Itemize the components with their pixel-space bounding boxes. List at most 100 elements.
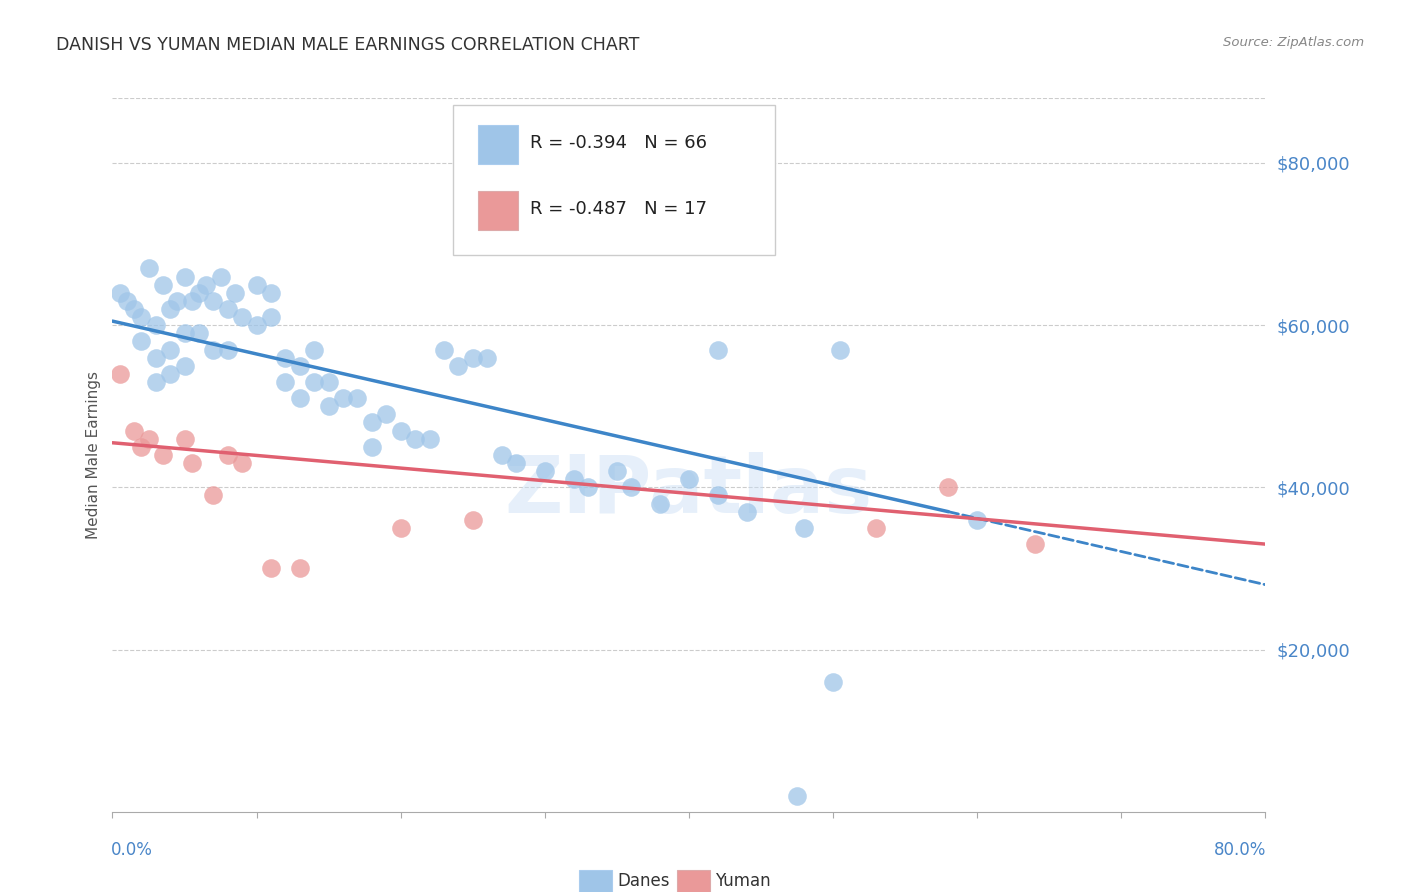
Point bbox=[173, 359, 195, 373]
Point bbox=[389, 424, 412, 438]
Point bbox=[375, 408, 398, 422]
Point bbox=[830, 343, 852, 357]
FancyBboxPatch shape bbox=[453, 105, 776, 255]
Point bbox=[231, 456, 253, 470]
Point bbox=[304, 343, 326, 357]
Point bbox=[217, 343, 239, 357]
Point bbox=[793, 521, 815, 535]
Point bbox=[173, 269, 195, 284]
Point bbox=[115, 293, 138, 308]
Point bbox=[966, 513, 988, 527]
Point bbox=[245, 277, 267, 292]
Point bbox=[288, 391, 311, 405]
Point bbox=[180, 293, 202, 308]
Point bbox=[138, 261, 160, 276]
Point bbox=[678, 472, 700, 486]
Point bbox=[318, 375, 340, 389]
Text: 80.0%: 80.0% bbox=[1215, 840, 1267, 858]
Point bbox=[419, 432, 441, 446]
Point bbox=[786, 789, 808, 803]
Point bbox=[706, 343, 728, 357]
Point bbox=[159, 301, 181, 316]
Text: R = -0.487   N = 17: R = -0.487 N = 17 bbox=[530, 201, 707, 219]
Point bbox=[145, 375, 167, 389]
Point bbox=[346, 391, 368, 405]
Point bbox=[231, 310, 253, 324]
Point bbox=[475, 351, 498, 365]
Point bbox=[138, 432, 160, 446]
Point bbox=[195, 277, 218, 292]
Point bbox=[129, 440, 153, 454]
Point bbox=[865, 521, 887, 535]
Point bbox=[541, 237, 564, 252]
Point bbox=[706, 488, 728, 502]
Point bbox=[245, 318, 267, 333]
Bar bbox=[478, 191, 519, 230]
Point bbox=[129, 310, 153, 324]
Point bbox=[505, 456, 527, 470]
Point bbox=[274, 351, 297, 365]
Point bbox=[332, 391, 354, 405]
Point bbox=[360, 416, 382, 430]
Point bbox=[209, 269, 232, 284]
Point bbox=[620, 480, 643, 494]
Bar bbox=[678, 870, 710, 892]
Point bbox=[447, 359, 470, 373]
Point bbox=[318, 399, 340, 413]
Point bbox=[217, 448, 239, 462]
Point bbox=[260, 561, 283, 575]
Point bbox=[173, 432, 195, 446]
Text: 0.0%: 0.0% bbox=[111, 840, 153, 858]
Point bbox=[180, 456, 202, 470]
Point bbox=[173, 326, 195, 341]
Point bbox=[461, 513, 484, 527]
Point bbox=[274, 375, 297, 389]
Point bbox=[576, 480, 599, 494]
Point bbox=[648, 497, 672, 511]
Point bbox=[159, 343, 181, 357]
Point bbox=[129, 334, 153, 349]
Point bbox=[224, 285, 246, 300]
Point bbox=[821, 675, 844, 690]
Point bbox=[122, 424, 145, 438]
Text: ZIPatlas: ZIPatlas bbox=[505, 451, 873, 530]
Point bbox=[936, 480, 959, 494]
Point bbox=[404, 432, 426, 446]
Point bbox=[260, 285, 283, 300]
Y-axis label: Median Male Earnings: Median Male Earnings bbox=[86, 371, 101, 539]
Point bbox=[152, 277, 174, 292]
Bar bbox=[478, 125, 519, 164]
Point bbox=[433, 343, 456, 357]
Text: DANISH VS YUMAN MEDIAN MALE EARNINGS CORRELATION CHART: DANISH VS YUMAN MEDIAN MALE EARNINGS COR… bbox=[56, 36, 640, 54]
Point bbox=[166, 293, 188, 308]
Bar bbox=[579, 870, 612, 892]
Point bbox=[188, 326, 211, 341]
Point bbox=[202, 293, 225, 308]
Point bbox=[461, 351, 484, 365]
Point bbox=[108, 285, 131, 300]
Point bbox=[122, 301, 145, 316]
Point bbox=[108, 367, 131, 381]
Point bbox=[260, 310, 283, 324]
Point bbox=[202, 343, 225, 357]
Point bbox=[288, 359, 311, 373]
Point bbox=[735, 505, 758, 519]
Point bbox=[562, 472, 585, 486]
Point bbox=[202, 488, 225, 502]
Point bbox=[152, 448, 174, 462]
Point bbox=[304, 375, 326, 389]
Point bbox=[389, 521, 412, 535]
Point bbox=[159, 367, 181, 381]
Point bbox=[217, 301, 239, 316]
Text: Danes: Danes bbox=[617, 872, 669, 890]
Point bbox=[145, 318, 167, 333]
Point bbox=[491, 448, 513, 462]
Point bbox=[1024, 537, 1046, 551]
Text: R = -0.394   N = 66: R = -0.394 N = 66 bbox=[530, 134, 707, 152]
Point bbox=[360, 440, 382, 454]
Point bbox=[288, 561, 311, 575]
Point bbox=[533, 464, 555, 478]
Point bbox=[606, 464, 628, 478]
Point bbox=[188, 285, 211, 300]
Text: Source: ZipAtlas.com: Source: ZipAtlas.com bbox=[1223, 36, 1364, 49]
